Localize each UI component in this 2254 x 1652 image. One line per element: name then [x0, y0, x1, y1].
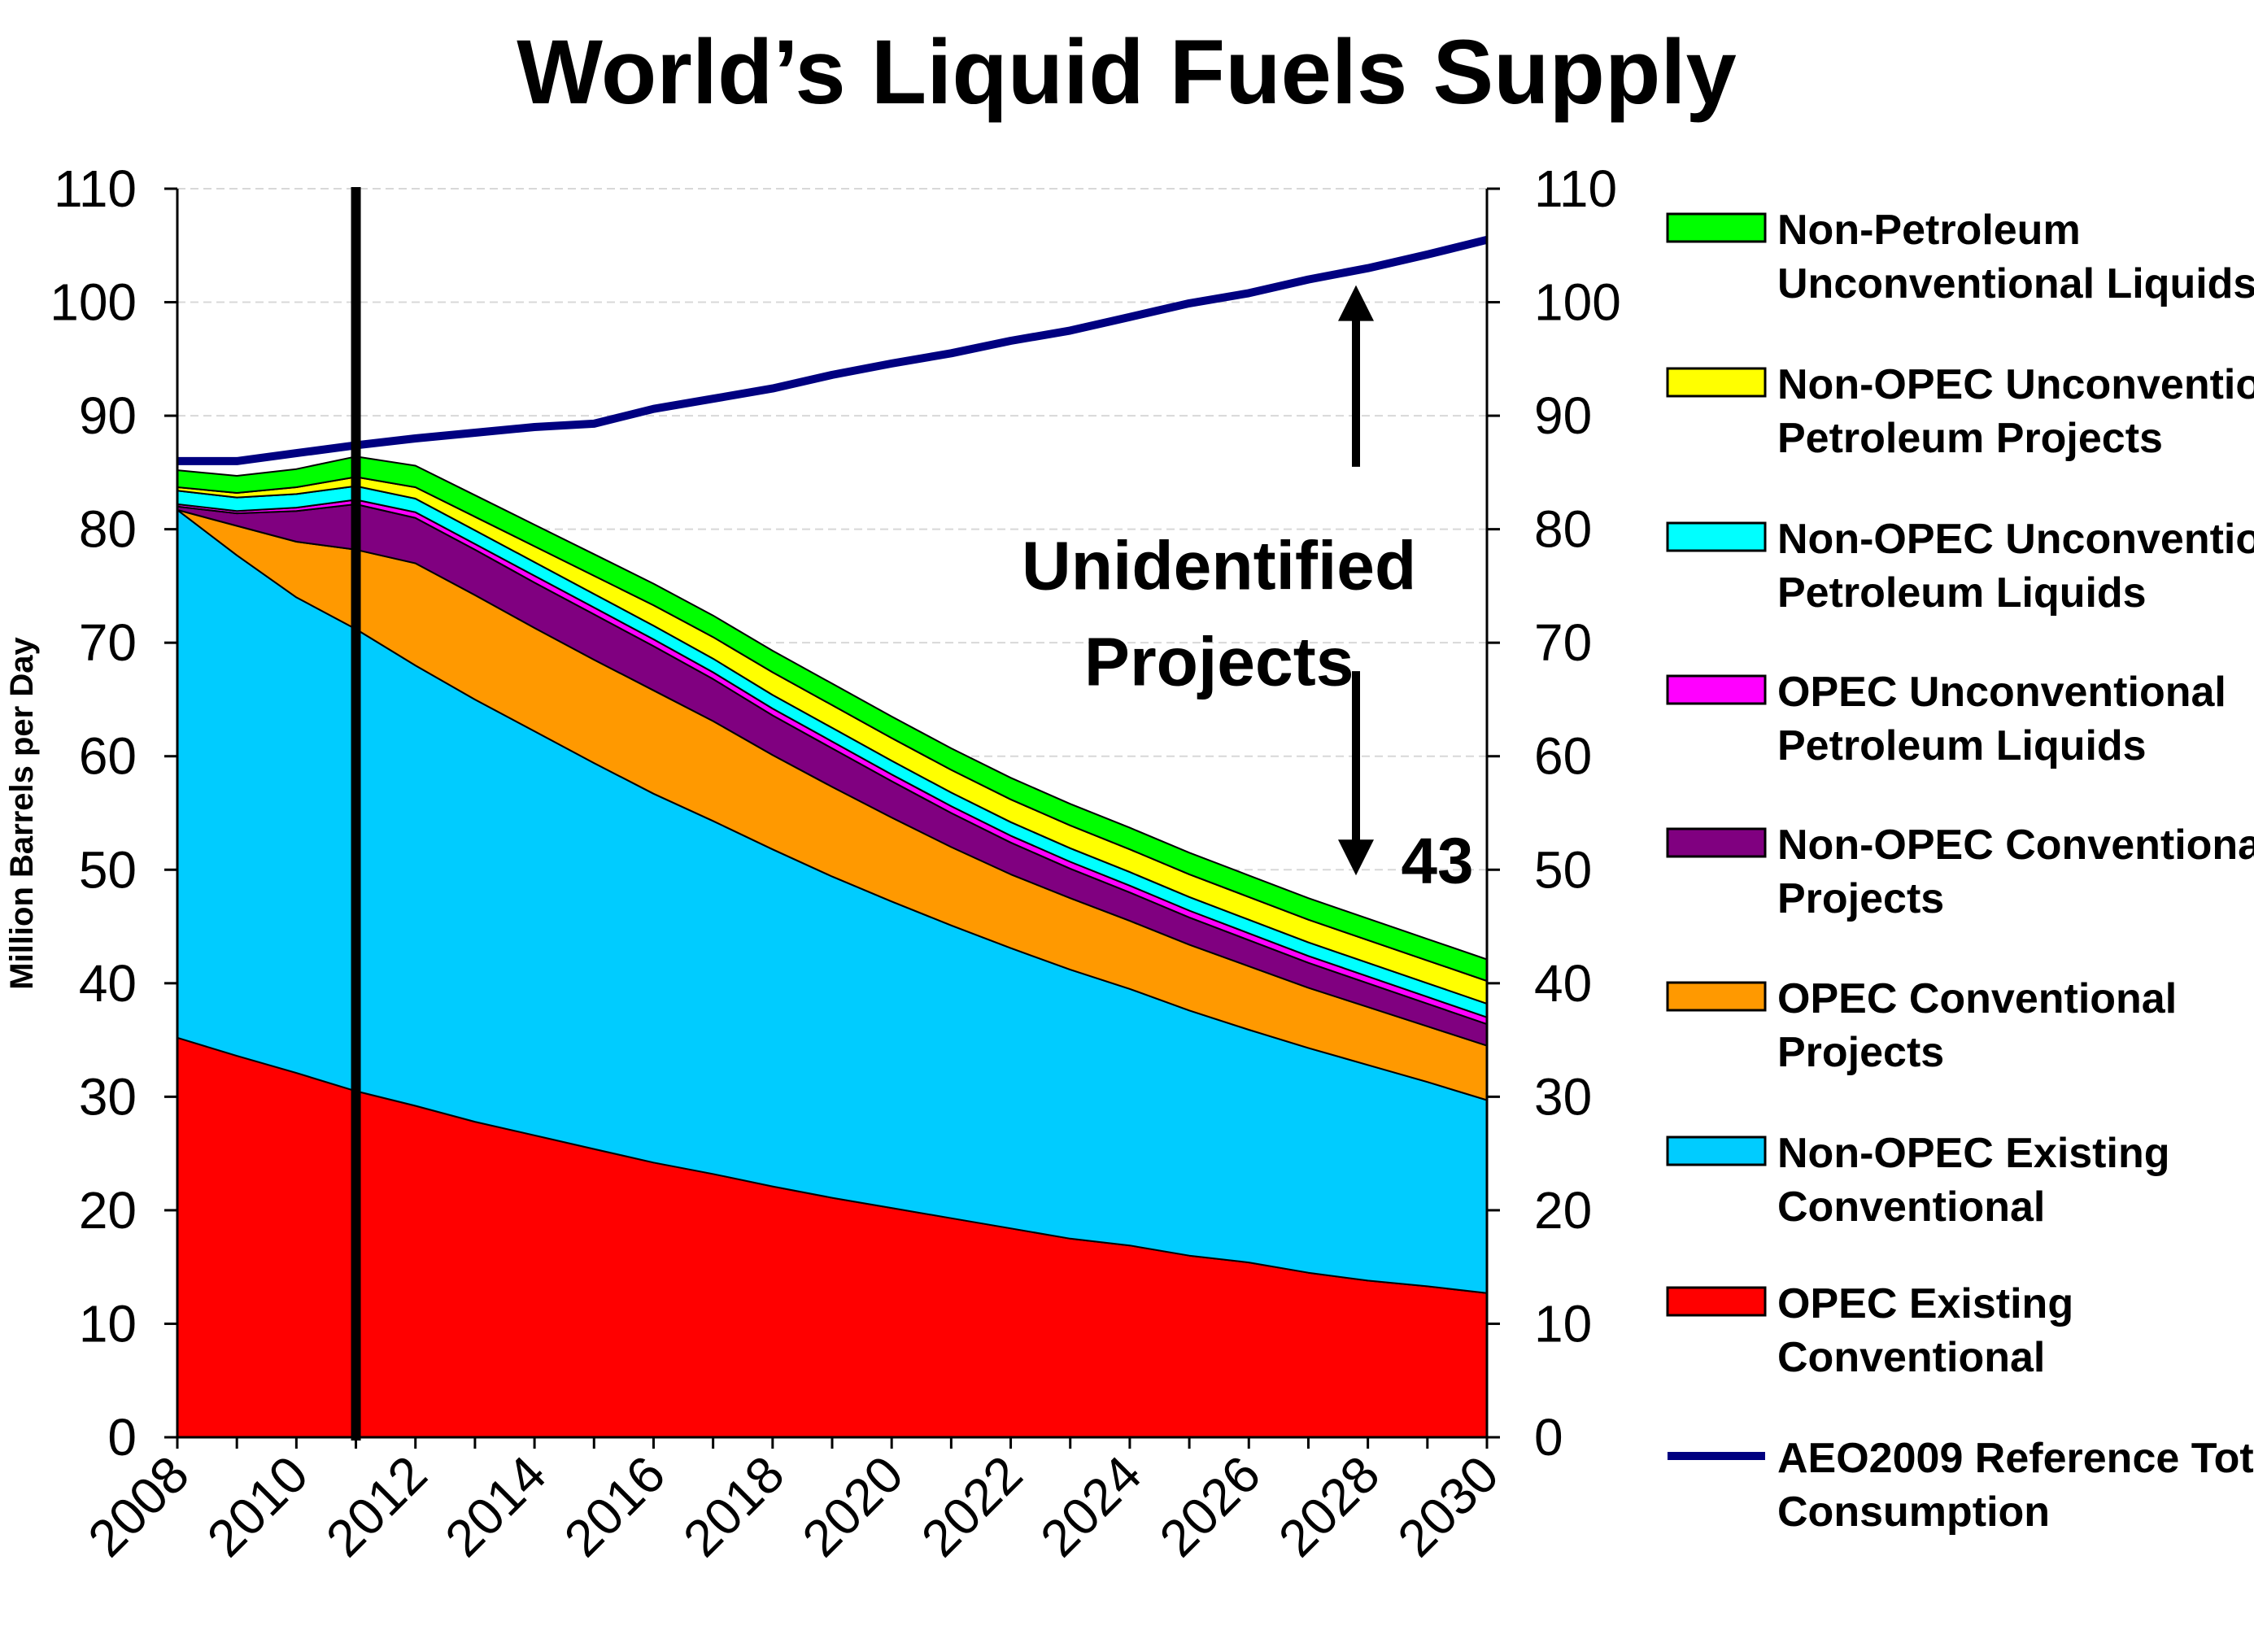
right-tick-label: 90 [1534, 386, 1592, 445]
legend-swatch [1666, 1135, 1767, 1166]
legend-label: Non-Petroleum Unconventional Liquids [1777, 207, 2254, 307]
left-y-axis-ticks: 0 10 20 30 40 50 60 70 80 90 100 110 [50, 159, 177, 1467]
right-tick-label: 50 [1534, 840, 1592, 899]
legend-label-line: Conventional [1777, 1183, 2045, 1231]
legend-label: Non-OPEC Conventional Projects [1777, 822, 2254, 922]
x-tick-label: 2014 [434, 1445, 557, 1568]
x-tick-label: 2026 [1149, 1445, 1272, 1568]
x-tick-label: 2012 [315, 1445, 438, 1568]
line-aeo2009-reference-total-consumption [177, 235, 1489, 465]
x-tick-label: 2024 [1029, 1445, 1153, 1568]
x-tick-label: 2028 [1267, 1445, 1391, 1568]
legend-swatch [1666, 827, 1767, 858]
legend: Non-Petroleum Unconventional Liquids Non-O… [1666, 207, 2254, 1536]
legend-label-line: OPEC Existing [1777, 1280, 2073, 1327]
legend-swatch [1666, 212, 1767, 243]
legend-label-line: Projects [1777, 875, 1944, 922]
arrow-down-icon [1338, 839, 1374, 876]
unidentified-projects-annotation: Unidentified Projects 43 [1022, 285, 1474, 896]
right-tick-label: 20 [1534, 1181, 1592, 1240]
right-tick-label: 0 [1534, 1408, 1563, 1467]
arrow-up-icon [1338, 285, 1374, 321]
legend-label-line: OPEC Unconventional [1777, 669, 2226, 716]
legend-swatch [1666, 1286, 1767, 1317]
legend-item: Non-Petroleum Unconventional Liquids [1666, 207, 2254, 307]
left-tick-label: 80 [79, 500, 137, 559]
line-series [177, 235, 1489, 465]
left-tick-label: 70 [79, 613, 137, 672]
right-tick-label: 100 [1534, 273, 1621, 332]
right-tick-label: 80 [1534, 500, 1592, 559]
stacked-areas [177, 455, 1488, 1438]
left-tick-label: 100 [50, 273, 137, 332]
annotation-projects: Projects [1084, 623, 1354, 700]
legend-label: OPEC Unconventional Petroleum Liquids [1777, 669, 2226, 769]
legend-label-line: Non-OPEC Existing [1777, 1130, 2169, 1177]
legend-label: OPEC Conventional Projects [1777, 975, 2177, 1076]
left-tick-label: 30 [79, 1067, 137, 1126]
x-tick-label: 2018 [672, 1445, 796, 1568]
legend-label: Non-OPEC Unconventional Petroleum Project… [1777, 361, 2254, 462]
legend-label-line: OPEC Conventional [1777, 975, 2177, 1022]
left-tick-label: 60 [79, 727, 137, 786]
annotation-value-43: 43 [1402, 824, 1474, 896]
legend-label-line: Petroleum Liquids [1777, 569, 2147, 617]
legend-label: OPEC Existing Conventional [1777, 1280, 2073, 1381]
chart-title: World’s Liquid Fuels Supply [517, 21, 1737, 123]
legend-item: OPEC Conventional Projects [1666, 975, 2177, 1076]
right-tick-label: 40 [1534, 954, 1592, 1013]
x-tick-label: 2008 [76, 1445, 200, 1568]
right-y-axis-ticks: 0 10 20 30 40 50 60 70 80 90 100 110 [1487, 159, 1621, 1467]
left-tick-label: 110 [54, 159, 137, 218]
left-tick-label: 10 [79, 1294, 137, 1353]
x-axis-ticks: 2008201020122014201620182020202220242026… [76, 1437, 1510, 1568]
right-tick-label: 10 [1534, 1294, 1592, 1353]
legend-swatch [1666, 367, 1767, 398]
legend-swatch [1666, 981, 1767, 1012]
left-tick-label: 0 [107, 1408, 137, 1467]
legend-label-line: Non-OPEC Unconventional [1777, 361, 2254, 408]
legend-label-line: AEO2009 Reference Total [1777, 1435, 2254, 1482]
legend-item: Non-OPEC Existing Conventional [1666, 1130, 2169, 1231]
left-tick-label: 20 [79, 1181, 137, 1240]
legend-label-line: Petroleum Liquids [1777, 722, 2147, 769]
legend-label-line: Unconventional Liquids [1777, 260, 2254, 307]
legend-item: OPEC Existing Conventional [1666, 1280, 2073, 1381]
x-tick-label: 2030 [1386, 1445, 1510, 1568]
legend-label-line: Projects [1777, 1029, 1944, 1076]
legend-item: OPEC Unconventional Petroleum Liquids [1666, 669, 2226, 769]
right-tick-label: 30 [1534, 1067, 1592, 1126]
x-tick-label: 2022 [910, 1445, 1034, 1568]
right-tick-label: 70 [1534, 613, 1592, 672]
legend-label-line: Petroleum Projects [1777, 415, 2163, 462]
legend-label-line: Non-OPEC Unconventional [1777, 516, 2254, 563]
legend-item: AEO2009 Reference Total Consumption [1668, 1435, 2254, 1536]
x-tick-label: 2020 [791, 1445, 914, 1568]
legend-label: Non-OPEC Existing Conventional [1777, 1130, 2169, 1231]
legend-item: Non-OPEC Unconventional Petroleum Liquids [1666, 516, 2254, 617]
legend-label: Non-OPEC Unconventional Petroleum Liquids [1777, 516, 2254, 617]
legend-item: Non-OPEC Unconventional Petroleum Project… [1666, 361, 2254, 462]
legend-swatch [1666, 674, 1767, 705]
y-axis-label: Million Barrels per Day [4, 637, 40, 990]
left-tick-label: 40 [79, 954, 137, 1013]
legend-label: AEO2009 Reference Total Consumption [1777, 1435, 2254, 1536]
right-tick-label: 60 [1534, 727, 1592, 786]
legend-item: Non-OPEC Conventional Projects [1666, 822, 2254, 922]
legend-swatch [1666, 521, 1767, 552]
left-tick-label: 50 [79, 840, 137, 899]
annotation-unidentified: Unidentified [1022, 527, 1416, 604]
left-tick-label: 90 [79, 386, 137, 445]
x-tick-label: 2016 [553, 1445, 677, 1568]
legend-label-line: Conventional [1777, 1334, 2045, 1381]
legend-label-line: Non-Petroleum [1777, 207, 2081, 254]
legend-label-line: Consumption [1777, 1489, 2050, 1536]
x-tick-label: 2010 [196, 1445, 320, 1568]
right-tick-label: 110 [1534, 159, 1617, 218]
legend-label-line: Non-OPEC Conventional [1777, 822, 2254, 869]
